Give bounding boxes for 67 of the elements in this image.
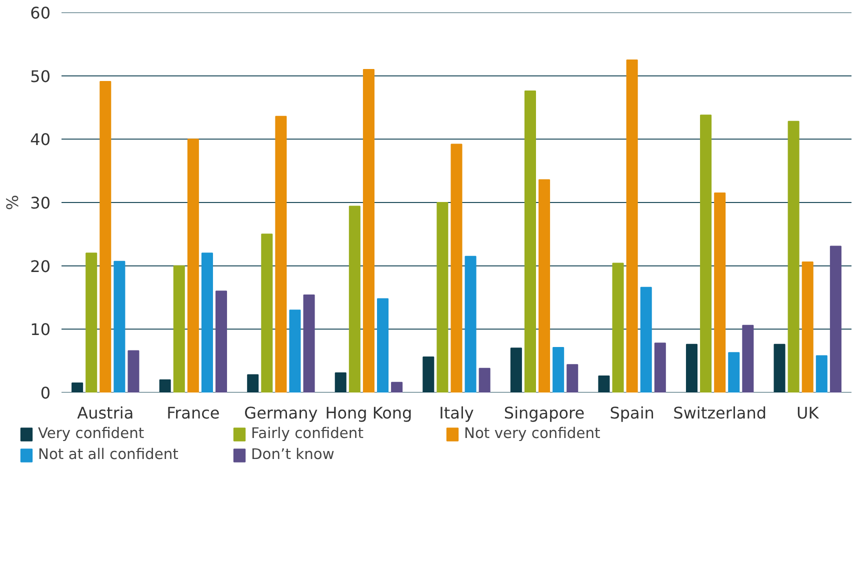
bar (173, 265, 185, 392)
legend-label: Very confident (38, 425, 146, 442)
bar (816, 355, 828, 392)
bar (114, 260, 126, 392)
bar (348, 206, 360, 392)
bar (830, 246, 842, 392)
bar (612, 262, 624, 392)
y-tick-label: 0 (40, 384, 51, 402)
y-tick-label: 20 (30, 256, 50, 276)
y-tick-label: 60 (30, 4, 50, 22)
bar (187, 138, 199, 392)
bar (289, 310, 301, 392)
bar (422, 356, 434, 392)
bar (303, 294, 315, 392)
bar (686, 344, 698, 392)
bar (362, 69, 374, 392)
x-tick-label: Spain (610, 404, 654, 422)
bar (640, 286, 652, 392)
y-axis-title: % (3, 194, 22, 210)
x-tick-label: UK (796, 404, 820, 422)
bar (86, 252, 98, 392)
x-tick-label: France (166, 404, 220, 422)
y-tick-label: 50 (30, 66, 50, 86)
bar (128, 350, 140, 392)
bar (626, 60, 638, 392)
bar (566, 364, 578, 392)
bar (100, 81, 112, 392)
legend-label: Not very confident (464, 425, 602, 442)
bar (201, 252, 213, 392)
x-tick-label: Italy (439, 404, 474, 422)
bar (524, 90, 536, 392)
legend-label: Fairly confident (251, 425, 364, 442)
bar (788, 120, 800, 392)
x-tick-label: Singapore (504, 404, 585, 422)
bar (552, 347, 564, 392)
bar (391, 382, 403, 392)
bar (728, 352, 740, 392)
bar (334, 372, 346, 392)
bar (377, 298, 389, 392)
bar (436, 202, 448, 392)
bar (742, 324, 754, 392)
bar (478, 368, 490, 392)
bar (261, 234, 273, 392)
bar (774, 344, 786, 392)
y-tick-label: 30 (30, 194, 50, 212)
x-tick-label: Switzerland (673, 404, 766, 422)
legend-label: Don’t know (251, 446, 336, 463)
bar (72, 382, 84, 392)
bar (700, 114, 712, 392)
bar (654, 342, 666, 392)
bar (598, 376, 610, 392)
bar (450, 144, 462, 392)
bar (247, 374, 259, 392)
bar (802, 262, 814, 392)
bar (275, 116, 287, 392)
x-tick-label: Austria (77, 404, 134, 422)
bar (538, 179, 550, 392)
y-tick-label: 40 (30, 130, 50, 150)
bar (215, 290, 228, 392)
x-tick-label: Hong Kong (325, 404, 412, 422)
y-tick-label: 10 (30, 320, 50, 340)
bar (464, 256, 476, 392)
bar (159, 379, 171, 392)
legend-label: Not at all confident (38, 446, 180, 463)
bar (510, 348, 522, 392)
x-tick-label: Germany (244, 404, 318, 422)
bar (714, 192, 726, 392)
